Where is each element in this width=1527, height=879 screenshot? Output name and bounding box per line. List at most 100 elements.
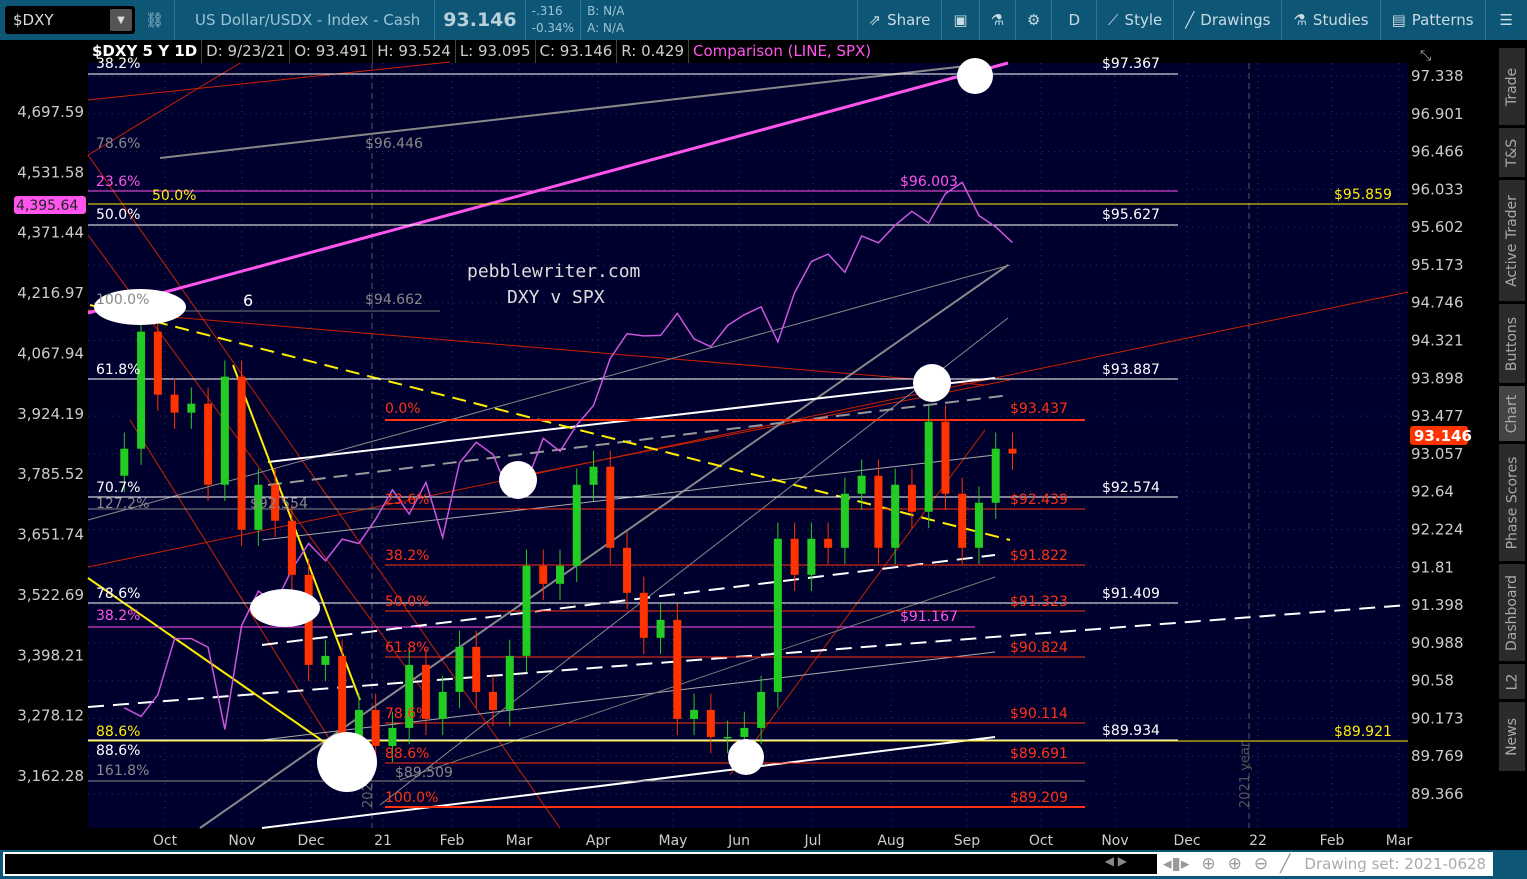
time-tick: Oct (1029, 833, 1054, 849)
candle (706, 709, 715, 737)
candle (254, 484, 263, 530)
pivot-marker (499, 461, 537, 499)
sidebar-tab-chart[interactable]: Chart (1499, 386, 1525, 442)
candle (941, 421, 950, 494)
price-tick: 90.173 (1411, 709, 1464, 727)
sidebar-tab-news[interactable]: News (1499, 702, 1525, 772)
studies-label: Studies (1312, 11, 1369, 29)
zoom-out-icon[interactable]: ⊖ (1253, 854, 1269, 874)
share-button[interactable]: ⇗ Share (856, 0, 942, 40)
time-tick: Jun (727, 833, 750, 849)
crosshair-icon[interactable]: ⊕ (1201, 854, 1216, 874)
fit-chart-icon[interactable]: ⤡ (1420, 48, 1431, 64)
left-comparison-axis[interactable]: 4,697.59 4,531.58 4,371.44 4,216.97 4,067.94… (17, 103, 84, 785)
comparison-tick: 4,371.44 (17, 224, 84, 242)
candles (120, 315, 1017, 763)
horizontal-scrollbar[interactable]: ◀ ▶ (5, 854, 1157, 874)
sidebar-tab-label: Active Trader (1504, 194, 1520, 287)
last-price-tag (1410, 426, 1468, 445)
candle (757, 691, 766, 728)
draw-line-icon[interactable]: ╱ (1280, 854, 1291, 874)
candle (137, 331, 146, 449)
chart-annotation: $92.574 (1102, 480, 1160, 496)
chart-annotation: 0.0% (385, 401, 421, 417)
sidebar-tab-trade[interactable]: Trade (1499, 48, 1525, 126)
sidebar-tab-t-s[interactable]: T&S (1499, 128, 1525, 178)
candle (354, 709, 363, 737)
price-tick: 91.398 (1411, 596, 1464, 614)
zoom-in-icon[interactable]: ⊕ (1227, 854, 1242, 874)
right-price-axis[interactable]: 97.338 96.901 96.466 96.033 95.602 95.173 94.7… (1411, 67, 1464, 803)
candle (505, 655, 514, 710)
header-low: L: 93.095 (456, 40, 536, 63)
candle (874, 475, 883, 548)
chart-annotation: $97.367 (1102, 56, 1160, 72)
candle (522, 565, 531, 656)
price-tick: 94.321 (1411, 332, 1464, 350)
chevron-down-icon[interactable]: ▼ (110, 9, 132, 31)
pivot-marker (957, 58, 993, 94)
comparison-tick: 3,398.21 (17, 646, 84, 664)
style-button[interactable]: ⟋ Style (1096, 0, 1173, 40)
sidebar-tab-buttons[interactable]: Buttons (1499, 304, 1525, 384)
sidebar-tab-active-trader[interactable]: Active Trader (1499, 180, 1525, 302)
sidebar-tab-label: T&S (1504, 138, 1521, 167)
drawings-button[interactable]: ╱ Drawings (1173, 0, 1281, 40)
comparison-legend[interactable]: Comparison (LINE, SPX) (693, 42, 872, 60)
chart-annotation: 88.6% (96, 743, 140, 759)
right-sidebar: Trade T&S Active Trader Buttons Chart Phase S… (1497, 40, 1527, 850)
chart-annotation: 38.2% (96, 608, 140, 624)
sidebar-tab-label: News (1504, 717, 1520, 756)
candle (421, 664, 430, 719)
settings-button[interactable]: ⚙ (1015, 0, 1051, 40)
studies-button[interactable]: ⚗ Studies (1281, 0, 1379, 40)
comparison-tick: 4,697.59 (17, 103, 84, 121)
drawing-set[interactable]: Drawing set: 2021-0628 (1304, 855, 1487, 873)
time-axis[interactable]: Oct Nov Dec 21 Feb Mar Apr May Jun Jul Aug Sep Oct No… (153, 833, 1413, 849)
candle (539, 565, 548, 584)
patterns-button[interactable]: ▤ Patterns (1379, 0, 1485, 40)
candle (153, 331, 162, 395)
time-tick: Nov (1101, 833, 1128, 849)
comparison-tick: 3,162.28 (17, 767, 84, 785)
sidebar-tab-label: Phase Scores (1504, 456, 1521, 549)
main-toolbar: $DXY ▼ ⛓ US Dollar/USDX - Index - Cash 93… (0, 0, 1527, 40)
price-chart[interactable]: 2020 year 2021 year (0, 40, 1497, 850)
time-tick: Feb (440, 833, 465, 849)
price-tick: 91.81 (1411, 558, 1454, 576)
sidebar-tab-dashboard[interactable]: Dashboard (1499, 564, 1525, 662)
sidebar-tab-phase-scores[interactable]: Phase Scores (1499, 444, 1525, 562)
chart-annotation: $94.662 (365, 292, 423, 308)
chart-annotation: 50.0% (152, 188, 196, 204)
watermark-site: pebblewriter.com (467, 261, 640, 282)
candle (639, 592, 648, 638)
patterns-icon: ▤ (1391, 11, 1406, 29)
pan-icon[interactable]: ◂▮▸ (1163, 854, 1190, 874)
sidebar-tab-label: Buttons (1504, 316, 1521, 371)
flask-button[interactable]: ⚗ (978, 0, 1015, 40)
menu-button[interactable]: ☰ (1484, 0, 1527, 40)
time-tick: Aug (877, 833, 904, 849)
time-tick: Dec (297, 833, 324, 849)
time-tick: Mar (506, 833, 533, 849)
link-icon[interactable]: ⛓ (145, 11, 165, 29)
year-label: 2021 year (1238, 741, 1253, 808)
sidebar-tab-l2[interactable]: L2 (1499, 664, 1525, 700)
chart-annotation: $93.887 (1102, 362, 1160, 378)
candle (974, 502, 983, 548)
header-strip (88, 40, 1408, 63)
price-tick: 90.58 (1411, 672, 1454, 690)
flask-icon: ⚗ (1293, 11, 1307, 29)
pencil-icon: ╱ (1185, 11, 1195, 29)
chart-annotation: $89.509 (395, 765, 453, 781)
aggregation-button[interactable]: D (1051, 0, 1096, 40)
chart-annotation: 50.0% (96, 207, 140, 223)
candle (790, 538, 799, 575)
symbol-selector[interactable]: $DXY ▼ (5, 6, 135, 34)
price-tick: 92.64 (1411, 483, 1454, 501)
gear-icon: ⚙ (1027, 11, 1041, 29)
candle (606, 466, 615, 548)
snapshot-button[interactable]: ▣ (941, 0, 978, 40)
share-icon: ⇗ (868, 11, 882, 29)
chart-header: $DXY 5 Y 1D D: 9/23/21 O: 93.491 H: 93.5… (88, 40, 875, 63)
